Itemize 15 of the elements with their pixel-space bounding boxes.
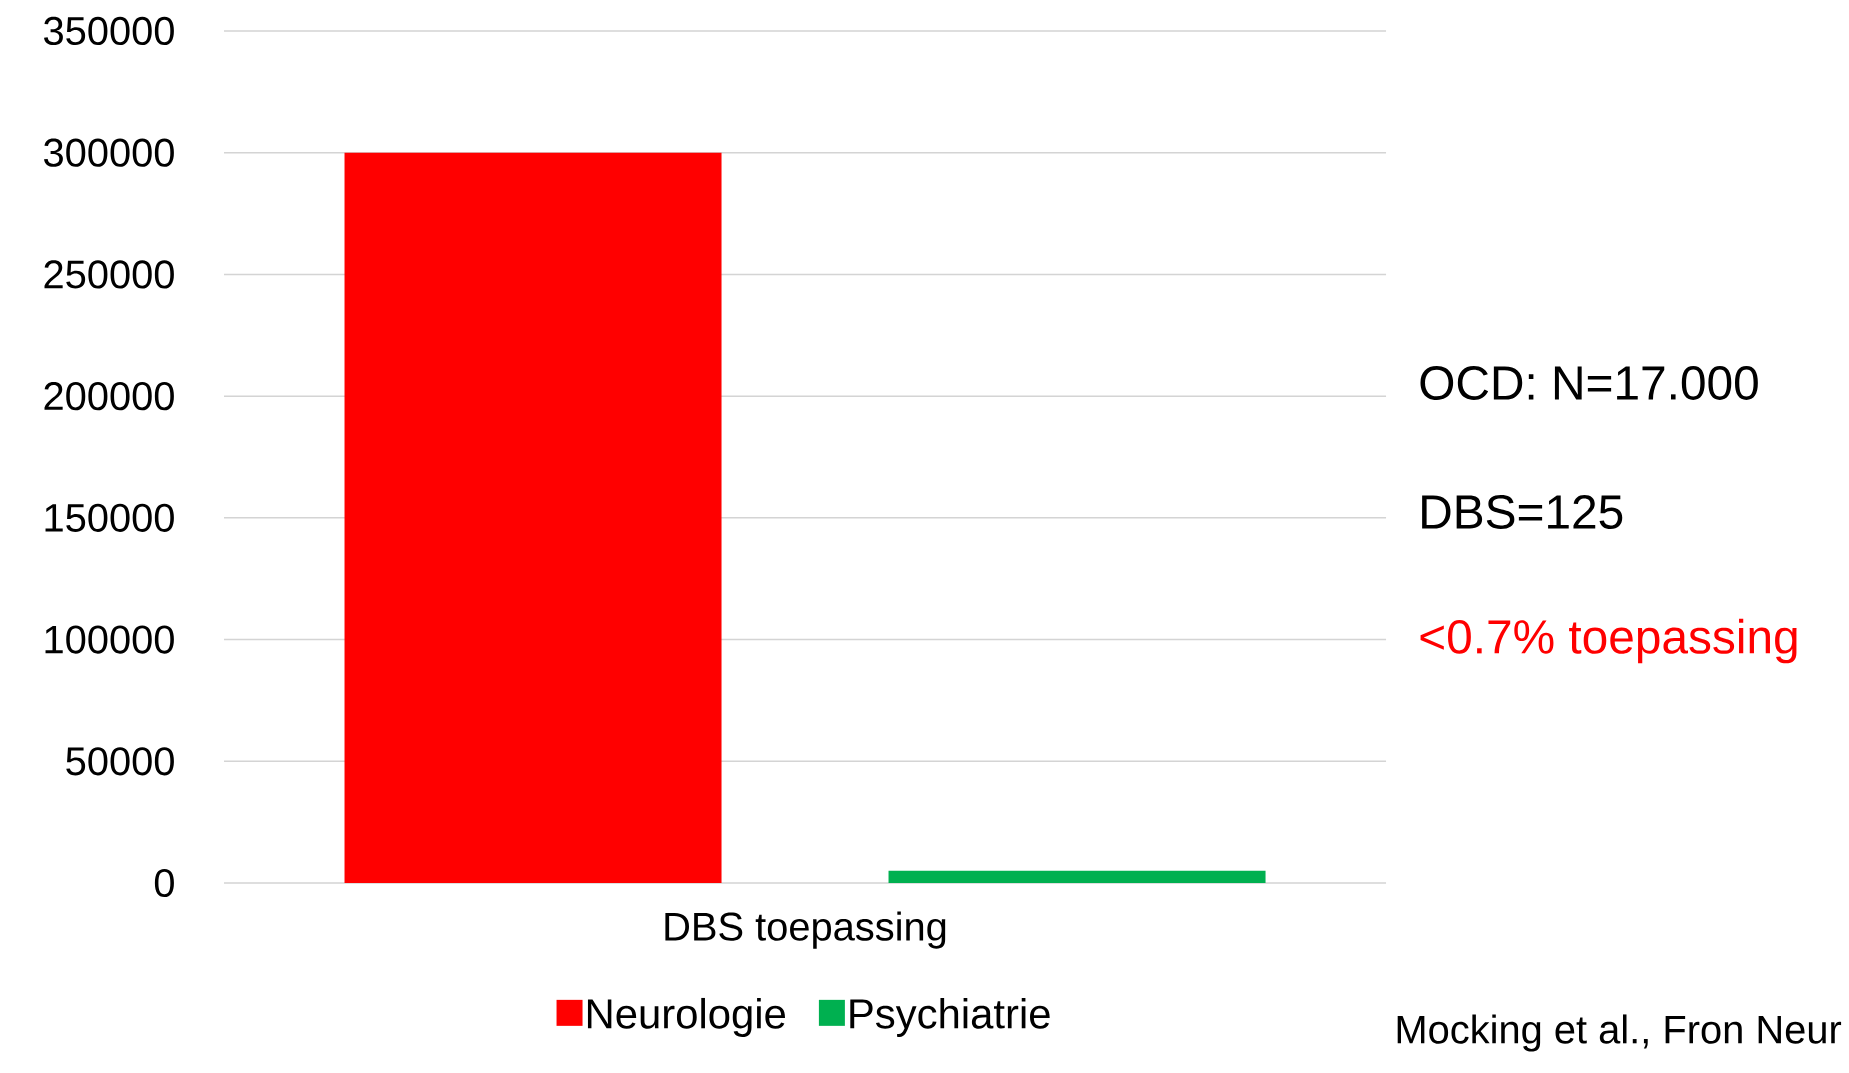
text: Mocking et al., Fron Neur [1397, 1014, 1842, 1052]
legend-label: Psychiatrie [850, 997, 1050, 1037]
legend-label: Neurologie [587, 997, 785, 1037]
text: <0.7% toepassing [1420, 618, 1797, 664]
x-tick-label: DBS toepassing [665, 911, 946, 949]
y-tick-label: 0 [154, 868, 174, 898]
y-tick-label: 100000 [45, 625, 174, 654]
text: DBS=125 [1422, 495, 1623, 529]
text: OCD: N=17.000 [1420, 366, 1758, 400]
y-tick-label: 300000 [44, 138, 174, 167]
y-tick-label: 350000 [44, 16, 174, 46]
y-tick-label: 150000 [45, 503, 174, 532]
y-tick-label: 200000 [44, 382, 174, 411]
y-tick-label: 250000 [44, 260, 174, 289]
y-tick-label: 50000 [66, 747, 174, 776]
